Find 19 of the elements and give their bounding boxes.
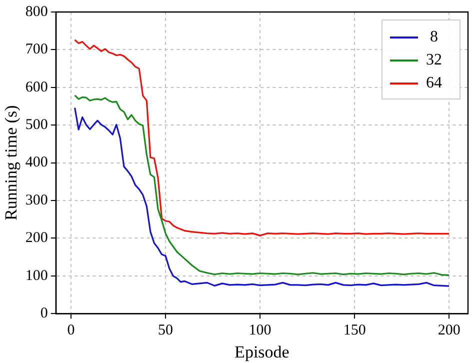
y-tick-label: 500	[25, 117, 48, 134]
x-tick-label: 200	[438, 322, 460, 339]
y-tick-label: 300	[25, 192, 48, 208]
y-tick-label: 600	[25, 79, 48, 96]
legend-label: 32	[426, 52, 442, 69]
x-tick-label: 0	[67, 322, 75, 339]
y-tick-label: 0	[40, 306, 48, 322]
x-tick-label: 100	[248, 322, 272, 339]
y-tick-label: 700	[25, 42, 48, 58]
y-tick-label: 200	[25, 230, 48, 246]
legend-label: 64	[426, 74, 442, 92]
y-tick-label: 100	[25, 268, 48, 284]
x-axis-title: Episode	[234, 342, 290, 362]
y-tick-label: 800	[25, 4, 48, 20]
y-tick-label: 400	[25, 154, 48, 171]
y-axis-title: Running time (s)	[2, 105, 21, 220]
x-tick-label: 150	[343, 322, 366, 339]
legend-label: 8	[430, 28, 438, 46]
x-tick-label: 50	[158, 322, 174, 339]
